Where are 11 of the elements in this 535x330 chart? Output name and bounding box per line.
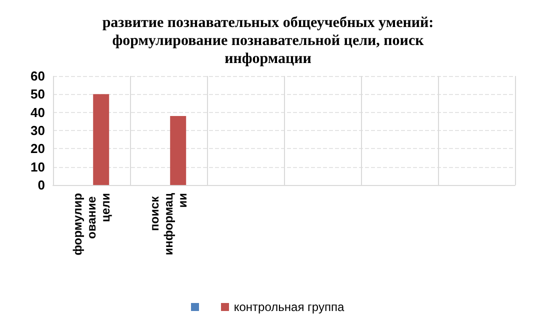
legend-label: контрольная группа — [234, 300, 344, 314]
chart-title: развитие познавательных общеучебных умений: формулирование познавательной цели, поиск информации — [101, 14, 435, 68]
y-tick-label: 20 — [30, 141, 45, 156]
y-tick-label: 10 — [30, 159, 45, 174]
x-tick-label: поиск информации — [148, 192, 190, 256]
y-tick-label: 60 — [30, 68, 45, 84]
y-tick-label: 40 — [30, 104, 45, 120]
x-tick-label: формулирование цели — [70, 193, 112, 256]
y-tick-label: 0 — [38, 178, 45, 192]
y-tick-label: 30 — [30, 123, 45, 138]
y-tick-label: 50 — [30, 86, 45, 102]
